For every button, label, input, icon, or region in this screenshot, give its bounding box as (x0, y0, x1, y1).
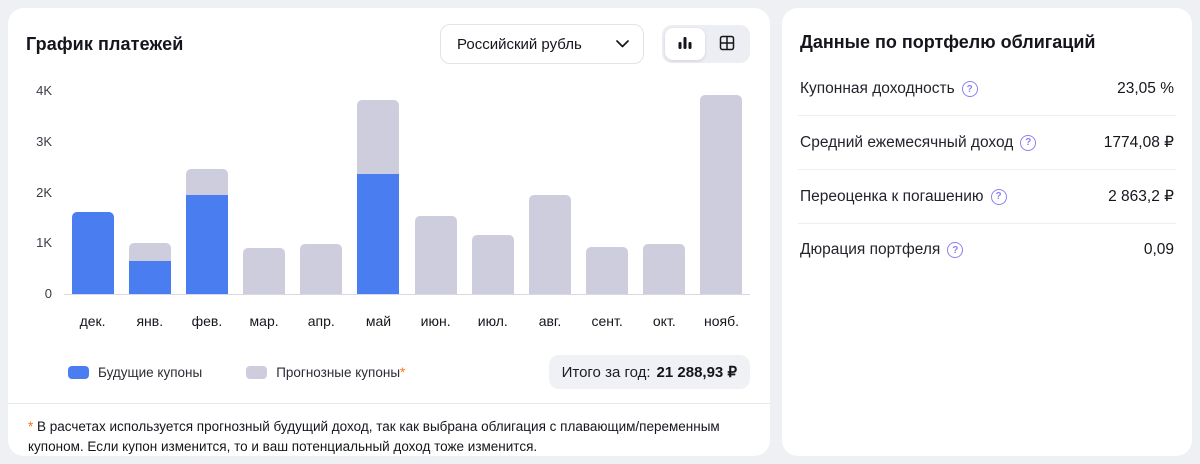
help-icon[interactable]: ? (947, 242, 964, 258)
portfolio-row-label: Средний ежемесячный доход? (800, 133, 1037, 152)
forecast-coupon-bar[interactable] (357, 100, 400, 175)
portfolio-row-label-text: Переоценка к погашению (800, 187, 984, 205)
forecast-coupon-bar[interactable] (586, 247, 629, 294)
table-view-button[interactable] (707, 28, 747, 60)
chart-title: График платежей (26, 33, 184, 54)
legend-label: Будущие купоны (98, 364, 203, 380)
forecast-coupon-bar[interactable] (700, 95, 743, 294)
bar-chart-icon (677, 35, 693, 54)
portfolio-row-value: 23,05 % (1117, 80, 1174, 97)
y-axis: 4K 3K 2K 1K 0 (26, 83, 64, 301)
bar-slot[interactable] (579, 90, 636, 294)
portfolio-panel-title: Данные по портфелю облигаций (800, 32, 1096, 52)
portfolio-row-label: Купонная доходность? (800, 80, 978, 98)
footnote-section: * В расчетах используется прогнозный буд… (8, 403, 770, 458)
year-total-badge: Итого за год: 21 288,93 ₽ (548, 355, 750, 389)
x-axis-label: июл. (477, 313, 508, 329)
bar-slot[interactable] (350, 90, 407, 294)
year-total-value: 21 288,93 ₽ (656, 364, 737, 381)
portfolio-rows: Купонная доходность? 23,05 % Средний ежеме… (798, 63, 1176, 276)
x-axis-label: авг. (538, 313, 562, 329)
currency-dropdown[interactable]: Российский рубль (440, 24, 644, 64)
bar-slot[interactable] (236, 90, 293, 294)
forecast-coupon-bar[interactable] (300, 244, 343, 294)
bar-slot[interactable] (521, 90, 578, 294)
portfolio-row-value: 0,09 (1143, 241, 1174, 258)
chart-area: 4K 3K 2K 1K 0 (26, 83, 750, 301)
footnote-asterisk: * (400, 364, 406, 380)
x-axis-label: янв. (136, 313, 164, 329)
portfolio-row-label-text: Средний ежемесячный доход (800, 133, 1014, 151)
bar-slot[interactable] (693, 90, 750, 294)
x-axis-labels: дек. янв. фев. мар. апр. май июн. июл. авг. сент.… (64, 313, 750, 329)
portfolio-row-label-text: Купонная доходность (800, 80, 955, 97)
legend-swatch-lavender (246, 365, 268, 379)
portfolio-row-label: Дюрация портфеля? (800, 241, 964, 259)
forecast-coupon-bar[interactable] (471, 235, 514, 294)
portfolio-row: Купонная доходность? 23,05 % (798, 63, 1176, 116)
bar-slot[interactable] (293, 90, 350, 294)
y-axis-tick: 2K (36, 184, 52, 200)
portfolio-row-value: 2 863,2 ₽ (1108, 188, 1174, 205)
future-coupon-bar[interactable] (357, 174, 400, 294)
portfolio-row: Средний ежемесячный доход? 1774,08 ₽ (798, 116, 1176, 170)
y-axis-tick: 4K (36, 83, 52, 98)
year-total-label: Итого за год: (561, 364, 651, 381)
currency-dropdown-value: Российский рубль (457, 35, 582, 53)
portfolio-row-label: Переоценка к погашению? (800, 188, 1007, 206)
chart-plot (64, 90, 750, 295)
help-icon[interactable]: ? (1020, 134, 1037, 151)
x-axis-label: мар. (249, 313, 279, 329)
legend-item-future-coupons: Будущие купоны (68, 365, 202, 380)
bar-slot[interactable] (407, 90, 464, 294)
bar-slot[interactable] (64, 90, 121, 294)
y-axis-tick: 0 (44, 286, 52, 301)
future-coupon-bar[interactable] (128, 260, 171, 294)
legend-item-forecast-coupons: Прогнозные купоны* (246, 365, 405, 380)
x-axis-label: июн. (420, 313, 451, 329)
legend-swatch-blue (68, 365, 89, 379)
legend-row: Будущие купоны Прогнозные купоны* Итого … (26, 355, 750, 389)
x-axis-label: сент. (591, 313, 623, 329)
forecast-coupon-bar[interactable] (243, 248, 286, 294)
forecast-coupon-bar[interactable] (414, 216, 457, 294)
payment-schedule-panel: График платежей Российский рубль (8, 8, 770, 456)
x-axis-label: нояб. (703, 313, 739, 329)
bar-slot[interactable] (464, 90, 521, 294)
x-axis-label: окт. (652, 313, 676, 329)
bar-slot[interactable] (178, 90, 235, 294)
footnote-text: * В расчетах используется прогнозный буд… (28, 419, 720, 455)
future-coupon-bar[interactable] (71, 212, 114, 294)
y-axis-tick: 1K (36, 235, 52, 251)
portfolio-data-panel: Данные по портфелю облигаций Купонная до… (782, 8, 1192, 456)
help-icon[interactable]: ? (961, 81, 978, 97)
portfolio-row: Переоценка к погашению? 2 863,2 ₽ (798, 170, 1176, 224)
portfolio-row-label-text: Дюрация портфеля (800, 241, 941, 258)
portfolio-row-value: 1774,08 ₽ (1103, 134, 1174, 151)
bar-chart-view-button[interactable] (665, 28, 705, 60)
y-axis-tick: 3K (36, 133, 52, 149)
x-axis-label: апр. (307, 313, 335, 329)
chevron-down-icon (616, 40, 629, 48)
bar-slot[interactable] (121, 90, 178, 294)
future-coupon-bar[interactable] (185, 194, 228, 294)
legend-label: Прогнозные купоны* (276, 364, 406, 380)
grid-icon (719, 35, 735, 54)
forecast-coupon-bar[interactable] (185, 169, 228, 195)
bar-slot[interactable] (636, 90, 693, 294)
forecast-coupon-bar[interactable] (128, 243, 171, 261)
x-axis-label: фев. (191, 313, 223, 329)
chart-header: График платежей Российский рубль (26, 24, 750, 64)
x-axis-label: дек. (79, 313, 106, 329)
forecast-coupon-bar[interactable] (643, 243, 686, 294)
forecast-coupon-bar[interactable] (528, 194, 571, 294)
portfolio-row: Дюрация портфеля? 0,09 (798, 224, 1176, 276)
help-icon[interactable]: ? (990, 188, 1007, 205)
view-toggle (662, 25, 750, 63)
x-axis-label: май (365, 313, 392, 329)
footnote-asterisk: * (28, 419, 34, 434)
